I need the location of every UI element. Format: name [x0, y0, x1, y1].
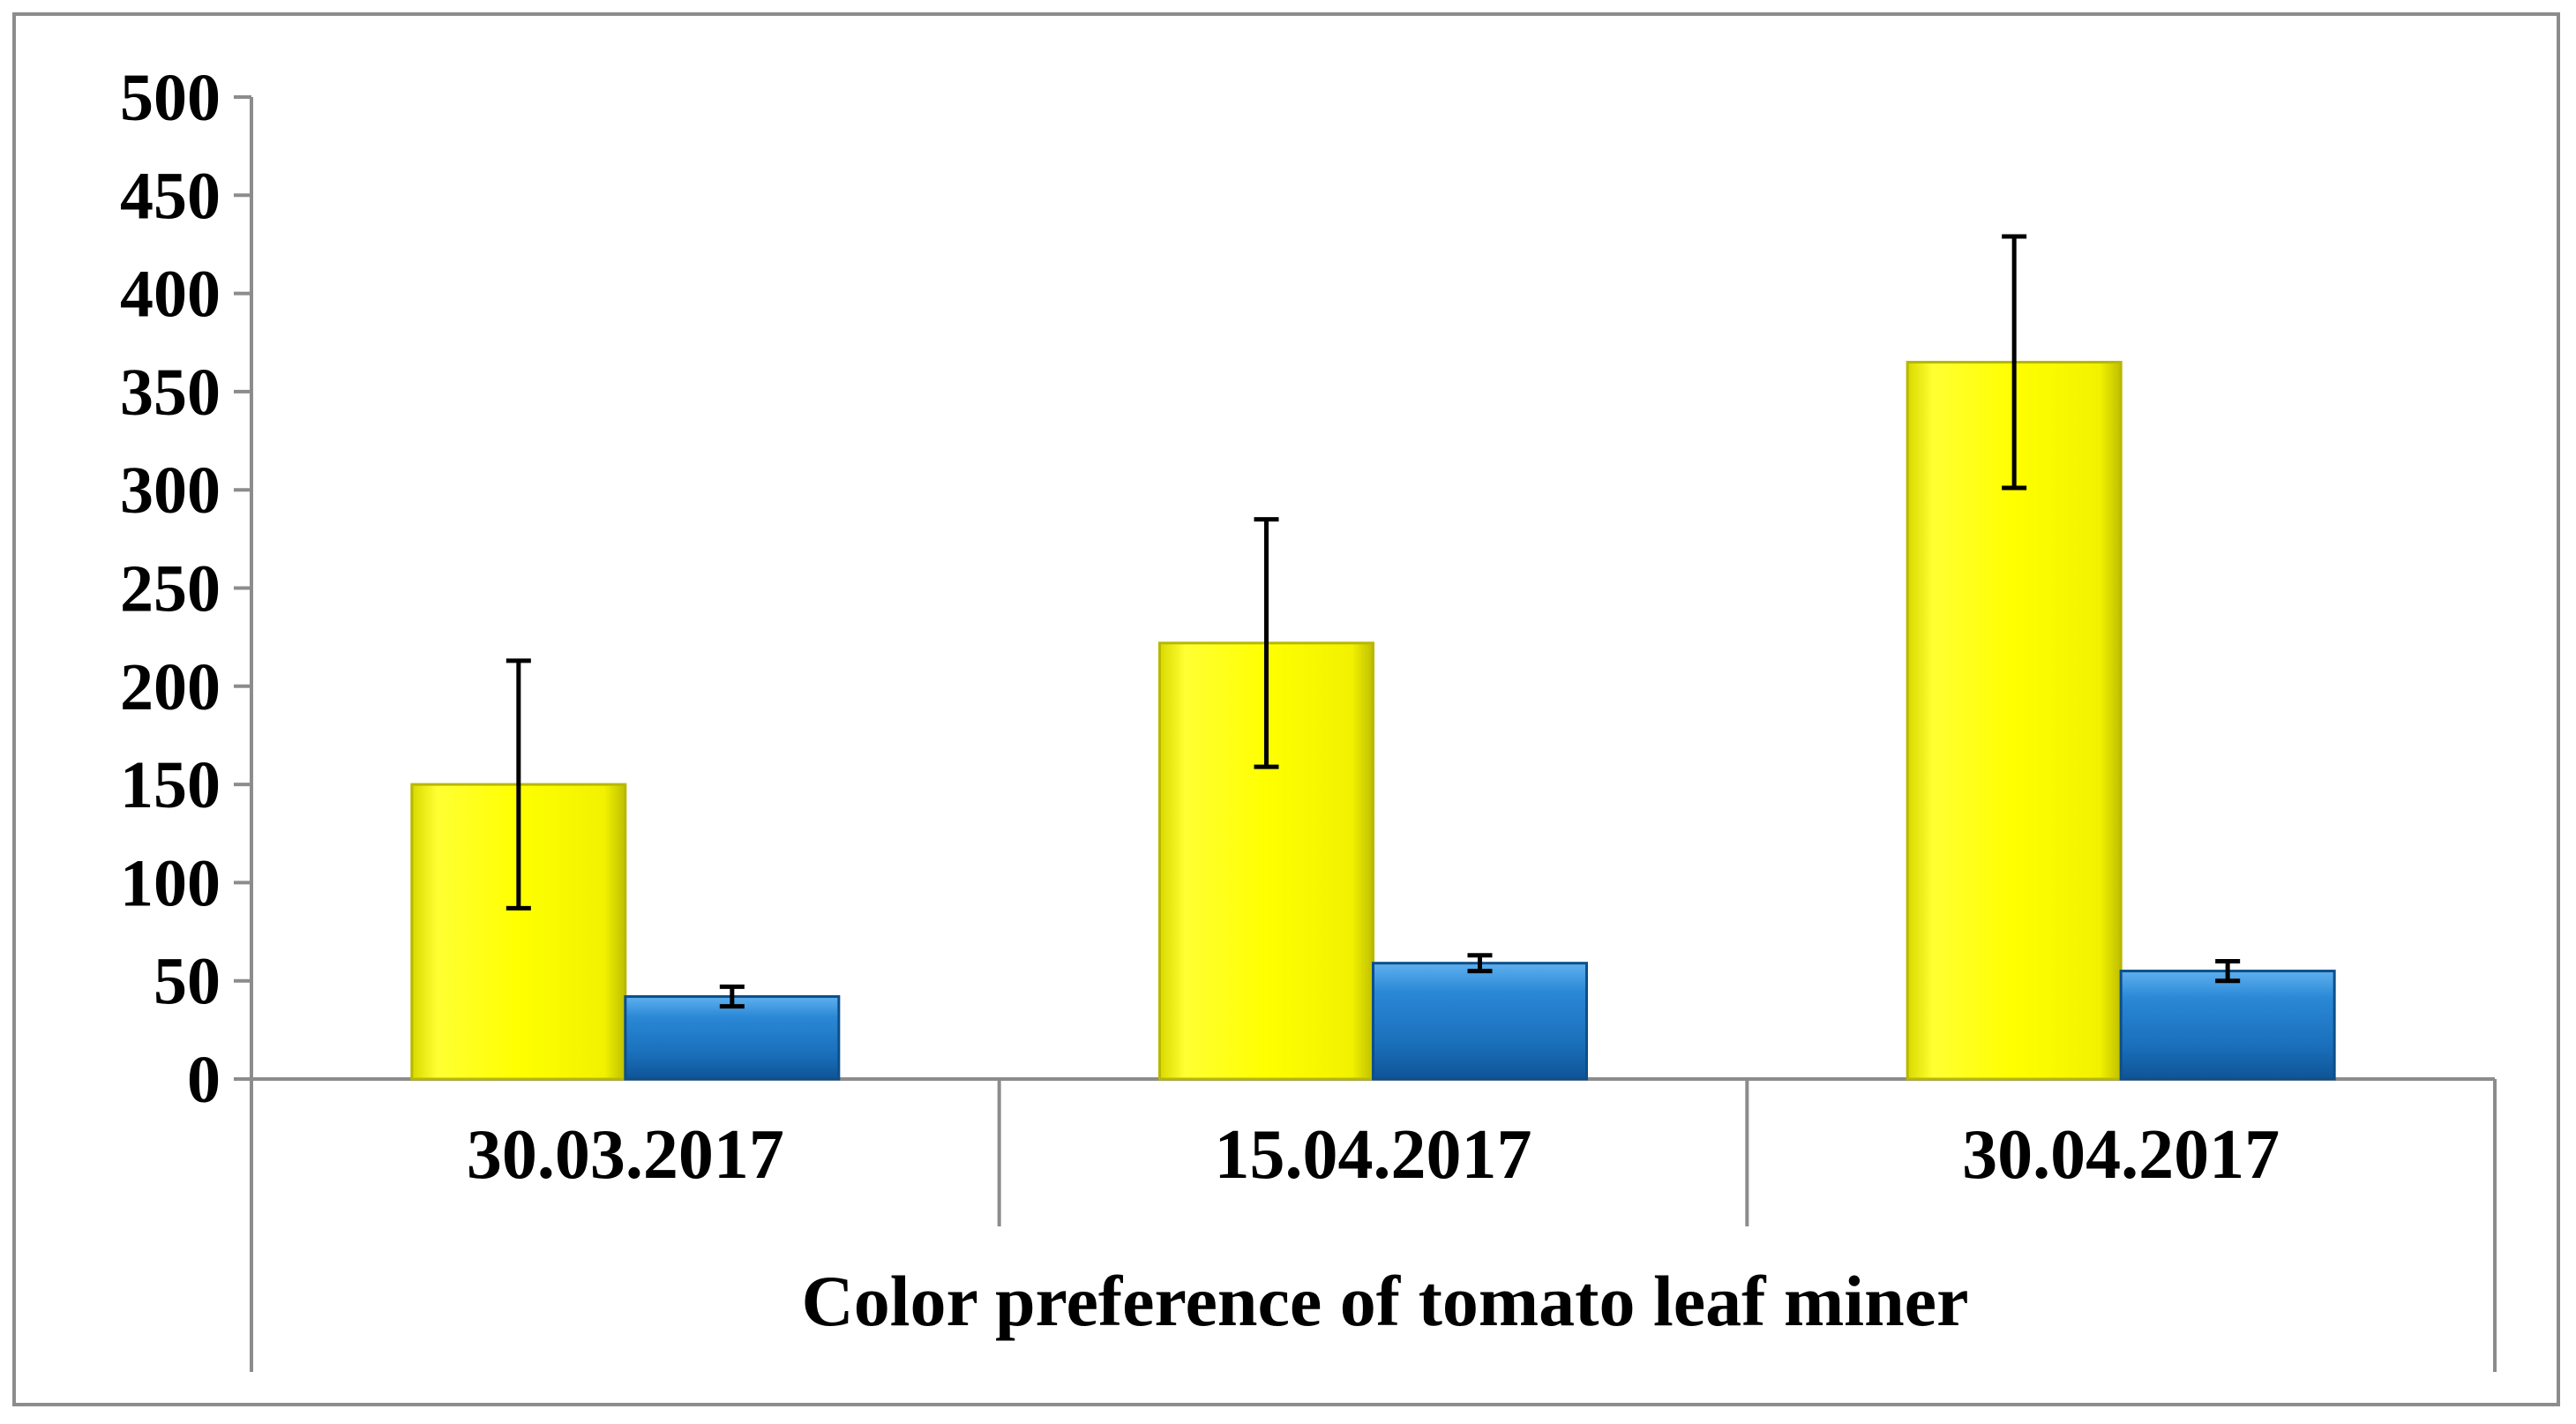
error-bar-blue-2	[1467, 953, 1493, 974]
error-bar-yellow-3	[2002, 234, 2027, 491]
y-tick-label: 300	[120, 453, 221, 528]
chart-frame	[12, 12, 2560, 1406]
error-bar-blue-1	[719, 984, 745, 1009]
y-tick-label: 200	[120, 650, 221, 724]
y-tick-label: 100	[120, 846, 221, 920]
y-tick-label: 150	[120, 748, 221, 822]
y-tick-label: 0	[187, 1043, 221, 1117]
category-label: 30.03.2017	[467, 1116, 784, 1194]
y-tick-label: 400	[120, 258, 221, 332]
y-tick-label: 250	[120, 552, 221, 626]
y-tick-label: 350	[120, 356, 221, 430]
bar-blue-1	[624, 995, 841, 1081]
y-tick-label: 450	[120, 159, 221, 233]
error-bars	[505, 234, 2241, 1009]
y-axis-ticks: 0 50 100 150 200 250 300 350 400 450 500	[120, 61, 251, 1117]
error-bar-yellow-2	[1254, 517, 1279, 769]
category-label: 15.04.2017	[1215, 1116, 1532, 1194]
y-tick-label: 500	[120, 61, 221, 135]
y-tick-label: 50	[154, 945, 221, 1019]
x-axis-title: Color preference of tomato leaf miner	[802, 1261, 1969, 1341]
error-bar-blue-3	[2215, 958, 2241, 984]
bar-blue-3	[2119, 970, 2336, 1081]
bar-blue-2	[1372, 962, 1588, 1081]
category-labels: 30.03.2017 15.04.2017 30.04.2017	[467, 1116, 2280, 1194]
bars	[410, 361, 2336, 1081]
category-label: 30.04.2017	[1962, 1116, 2280, 1194]
error-bar-yellow-1	[505, 658, 531, 911]
